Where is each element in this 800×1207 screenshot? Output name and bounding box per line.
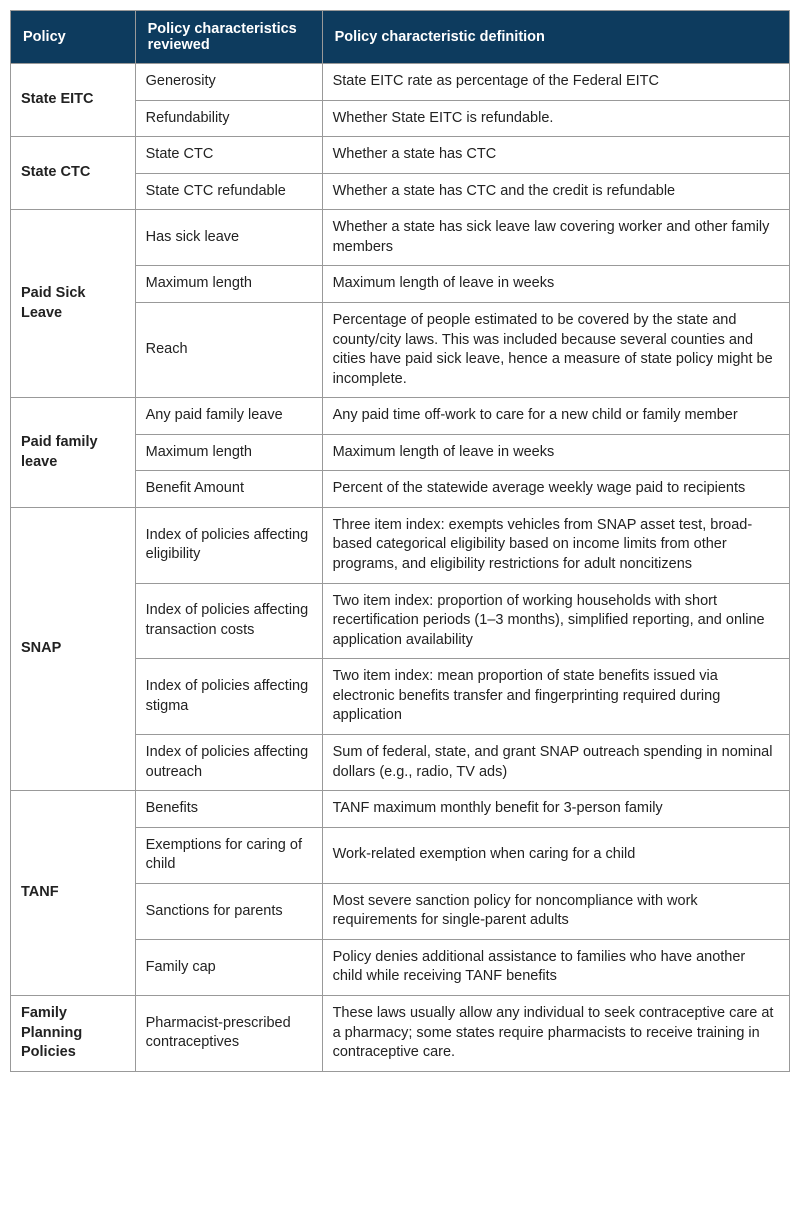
definition-cell: Most severe sanction policy for noncompl… [322,883,789,939]
policy-cell: State CTC [11,137,136,210]
definition-cell: State EITC rate as percentage of the Fed… [322,64,789,101]
definition-cell: Work-related exemption when caring for a… [322,827,789,883]
characteristic-cell: Sanctions for parents [135,883,322,939]
definition-cell: Whether State EITC is refundable. [322,100,789,137]
policy-cell: Paid family leave [11,398,136,508]
policy-cell: SNAP [11,507,136,790]
table-body: State EITCGenerosityState EITC rate as p… [11,64,790,1072]
policy-table: Policy Policy characteristics reviewed P… [10,10,790,1072]
header-characteristic: Policy characteristics reviewed [135,11,322,64]
table-row: State EITCGenerosityState EITC rate as p… [11,64,790,101]
characteristic-cell: Maximum length [135,434,322,471]
characteristic-cell: Index of policies affecting outreach [135,734,322,790]
definition-cell: Maximum length of leave in weeks [322,434,789,471]
characteristic-cell: Family cap [135,939,322,995]
table-row: Paid family leaveAny paid family leaveAn… [11,398,790,435]
definition-cell: Whether a state has CTC [322,137,789,174]
definition-cell: Two item index: mean proportion of state… [322,659,789,735]
definition-cell: Whether a state has CTC and the credit i… [322,173,789,210]
table-row: SNAPIndex of policies affecting eligibil… [11,507,790,583]
policy-cell: Family Planning Policies [11,996,136,1072]
definition-cell: Maximum length of leave in weeks [322,266,789,303]
table-row: Paid Sick LeaveHas sick leaveWhether a s… [11,210,790,266]
characteristic-cell: Maximum length [135,266,322,303]
definition-cell: Any paid time off-work to care for a new… [322,398,789,435]
header-policy: Policy [11,11,136,64]
characteristic-cell: Benefits [135,791,322,828]
policy-cell: State EITC [11,64,136,137]
definition-cell: Percent of the statewide average weekly … [322,471,789,508]
definition-cell: Percentage of people estimated to be cov… [322,302,789,397]
characteristic-cell: Pharmacist-prescribed contraceptives [135,996,322,1072]
definition-cell: Two item index: proportion of working ho… [322,583,789,659]
characteristic-cell: Any paid family leave [135,398,322,435]
characteristic-cell: State CTC refundable [135,173,322,210]
characteristic-cell: Refundability [135,100,322,137]
definition-cell: Three item index: exempts vehicles from … [322,507,789,583]
definition-cell: TANF maximum monthly benefit for 3-perso… [322,791,789,828]
policy-cell: TANF [11,791,136,996]
definition-cell: Whether a state has sick leave law cover… [322,210,789,266]
header-definition: Policy characteristic definition [322,11,789,64]
characteristic-cell: Index of policies affecting transaction … [135,583,322,659]
characteristic-cell: Index of policies affecting stigma [135,659,322,735]
characteristic-cell: Reach [135,302,322,397]
characteristic-cell: Index of policies affecting eligibility [135,507,322,583]
header-row: Policy Policy characteristics reviewed P… [11,11,790,64]
characteristic-cell: Generosity [135,64,322,101]
table-row: State CTCState CTCWhether a state has CT… [11,137,790,174]
characteristic-cell: Has sick leave [135,210,322,266]
table-row: Family Planning PoliciesPharmacist-presc… [11,996,790,1072]
definition-cell: These laws usually allow any individual … [322,996,789,1072]
table-row: TANFBenefitsTANF maximum monthly benefit… [11,791,790,828]
policy-cell: Paid Sick Leave [11,210,136,398]
characteristic-cell: State CTC [135,137,322,174]
definition-cell: Policy denies additional assistance to f… [322,939,789,995]
characteristic-cell: Benefit Amount [135,471,322,508]
definition-cell: Sum of federal, state, and grant SNAP ou… [322,734,789,790]
characteristic-cell: Exemptions for caring of child [135,827,322,883]
